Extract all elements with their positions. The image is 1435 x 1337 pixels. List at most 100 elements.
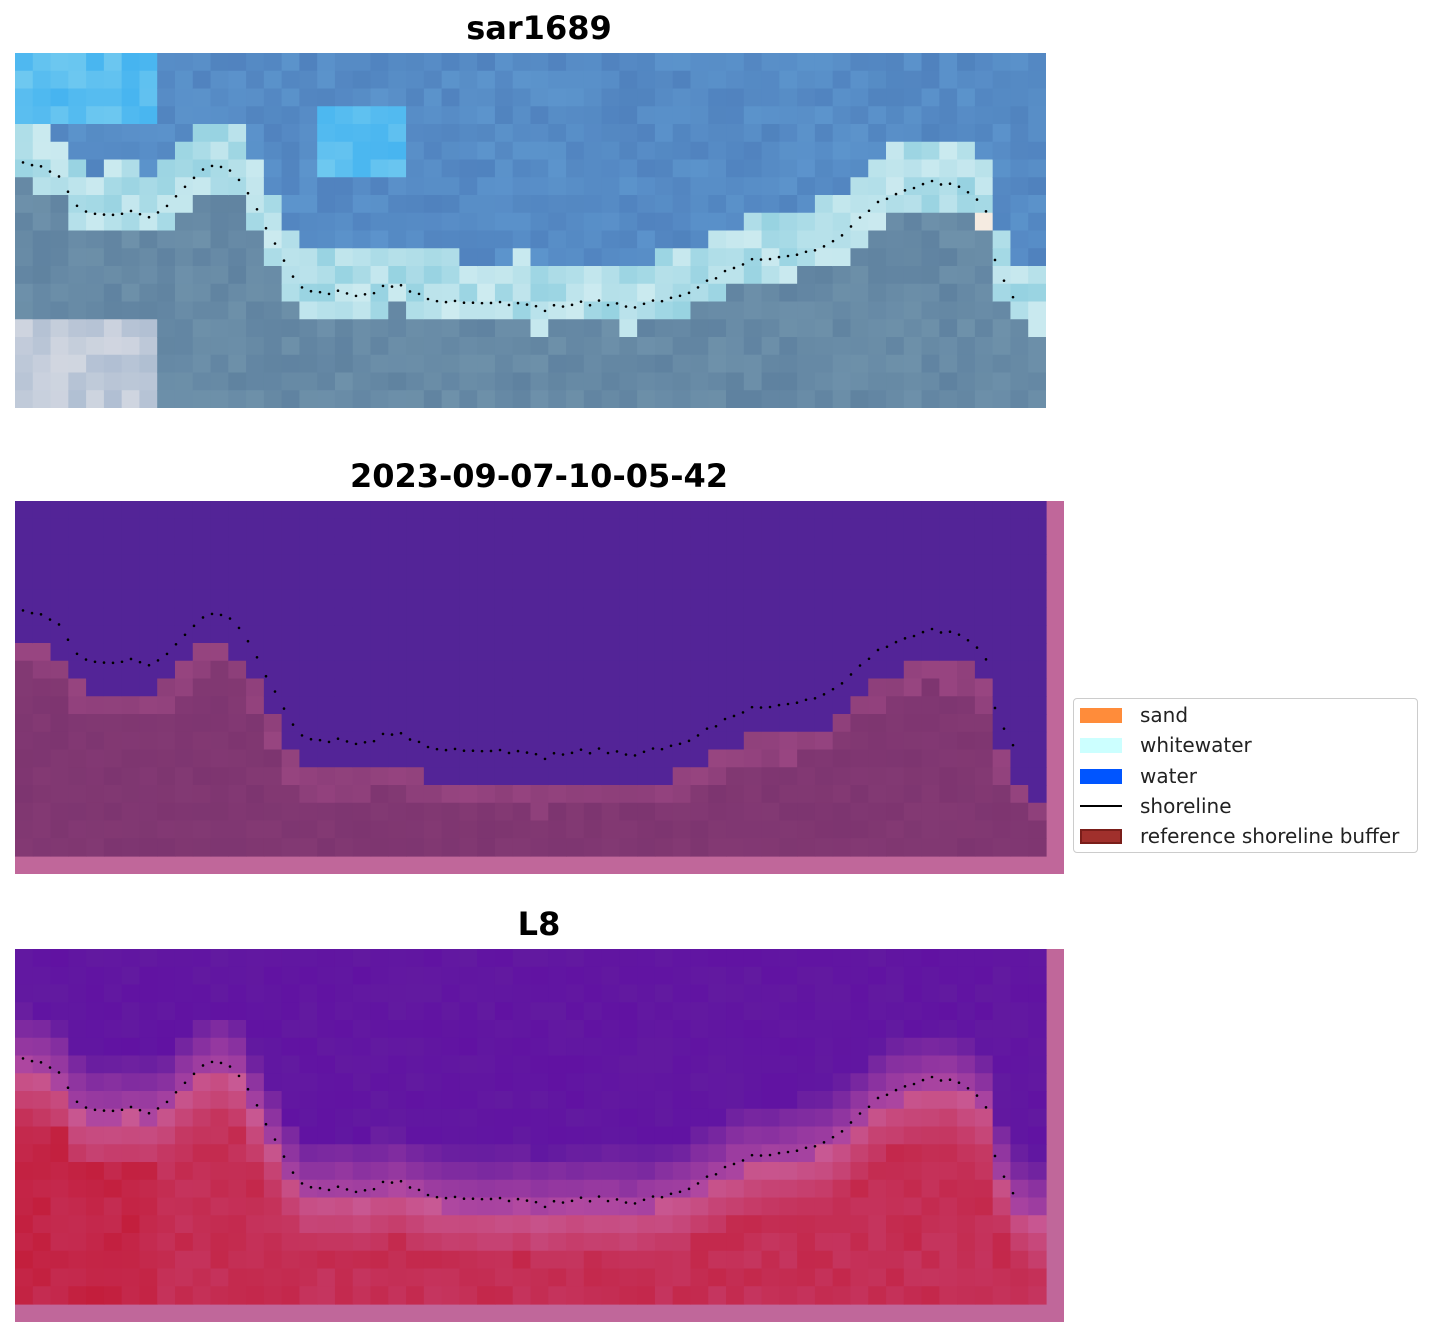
class-pixel — [708, 785, 727, 804]
index-pixel — [814, 1020, 834, 1039]
index-pixel — [601, 1037, 620, 1057]
class-pixel — [921, 696, 940, 715]
rgb-pixel — [548, 106, 567, 125]
class-pixel — [797, 678, 816, 697]
index-pixel — [317, 1286, 336, 1305]
class-pixel — [263, 518, 283, 538]
class-pixel — [103, 838, 123, 857]
rgb-pixel — [459, 177, 478, 196]
index-pixel — [708, 1215, 727, 1234]
index-pixel — [1010, 1179, 1029, 1199]
class-pixel — [779, 785, 798, 804]
index-pixel — [583, 984, 603, 1003]
shoreline-point — [354, 1190, 358, 1194]
index-pixel — [68, 949, 87, 968]
shoreline-point — [39, 1061, 43, 1064]
class-pixel — [797, 749, 816, 768]
class-pixel — [619, 572, 638, 591]
class-pixel — [957, 714, 976, 733]
class-pixel — [192, 785, 212, 804]
index-pixel — [921, 1055, 940, 1074]
class-pixel — [228, 838, 247, 857]
index-pixel — [619, 1233, 638, 1252]
class-pixel — [637, 749, 656, 768]
index-pixel — [974, 966, 994, 986]
shoreline-point — [831, 239, 835, 243]
index-pixel — [850, 1126, 869, 1145]
rgb-pixel — [121, 212, 141, 232]
class-pixel — [921, 731, 940, 751]
shoreline-point — [966, 190, 970, 194]
class-pixel — [654, 660, 674, 680]
rgb-pixel — [388, 354, 407, 374]
class-pixel — [530, 785, 549, 804]
index-pixel — [957, 1002, 976, 1021]
index-pixel — [68, 1002, 87, 1021]
index-pixel — [512, 1250, 532, 1270]
index-pixel — [903, 1268, 923, 1287]
rgb-pixel — [672, 106, 692, 125]
shoreline-point — [39, 165, 43, 168]
index-pixel — [32, 1197, 52, 1216]
index-pixel — [850, 1162, 869, 1181]
index-pixel — [32, 1144, 52, 1163]
index-pixel — [512, 1073, 532, 1092]
class-pixel — [690, 767, 709, 786]
class-pixel — [992, 607, 1012, 626]
index-pixel — [406, 1073, 425, 1092]
class-pixel — [317, 785, 336, 804]
class-pixel — [334, 838, 354, 857]
class-pixel — [370, 731, 389, 751]
index-pixel — [548, 1091, 567, 1110]
rgb-pixel — [370, 372, 389, 391]
index-pixel — [86, 1250, 105, 1270]
index-pixel — [921, 1197, 940, 1216]
rgb-pixel — [370, 319, 389, 338]
shoreline-point — [642, 750, 646, 754]
index-pixel — [530, 966, 549, 986]
rgb-pixel — [637, 141, 656, 161]
rgb-pixel — [886, 372, 905, 391]
rgb-pixel — [1010, 301, 1029, 320]
index-pixel — [939, 1073, 958, 1092]
class-pixel — [619, 660, 638, 680]
index-pixel — [832, 1020, 852, 1039]
index-pixel — [868, 1126, 887, 1145]
rgb-pixel — [974, 319, 994, 338]
index-pixel — [637, 1179, 656, 1199]
rgb-pixel — [601, 124, 620, 143]
shoreline-point — [444, 300, 448, 304]
class-pixel — [832, 572, 852, 591]
rgb-pixel — [246, 248, 265, 267]
class-pixel — [512, 536, 532, 555]
index-pixel — [139, 984, 158, 1003]
index-pixel — [548, 1126, 567, 1145]
rgb-pixel — [921, 283, 940, 303]
shoreline-point — [660, 299, 664, 303]
index-pixel — [868, 1268, 887, 1287]
index-pixel — [512, 949, 532, 968]
class-pixel — [903, 501, 923, 520]
rgb-pixel — [566, 88, 585, 107]
class-pixel — [352, 731, 372, 751]
rgb-pixel — [370, 337, 389, 356]
rgb-pixel — [86, 106, 105, 125]
class-pixel — [317, 714, 336, 733]
index-pixel — [281, 984, 301, 1003]
rgb-pixel — [157, 230, 176, 249]
rgb-pixel — [512, 70, 532, 90]
index-pixel — [654, 1073, 674, 1092]
class-pixel — [583, 572, 603, 591]
index-pixel — [992, 1073, 1012, 1092]
index-pixel — [68, 1268, 87, 1287]
class-pixel — [672, 518, 692, 538]
rgb-pixel — [121, 106, 141, 125]
rgb-pixel — [583, 230, 603, 249]
index-pixel — [15, 1250, 34, 1270]
index-pixel — [957, 1162, 976, 1181]
class-pixel — [868, 572, 887, 591]
rgb-pixel — [139, 283, 158, 303]
index-pixel — [192, 1055, 212, 1074]
shoreline-point — [174, 194, 178, 198]
rgb-pixel — [690, 141, 709, 161]
